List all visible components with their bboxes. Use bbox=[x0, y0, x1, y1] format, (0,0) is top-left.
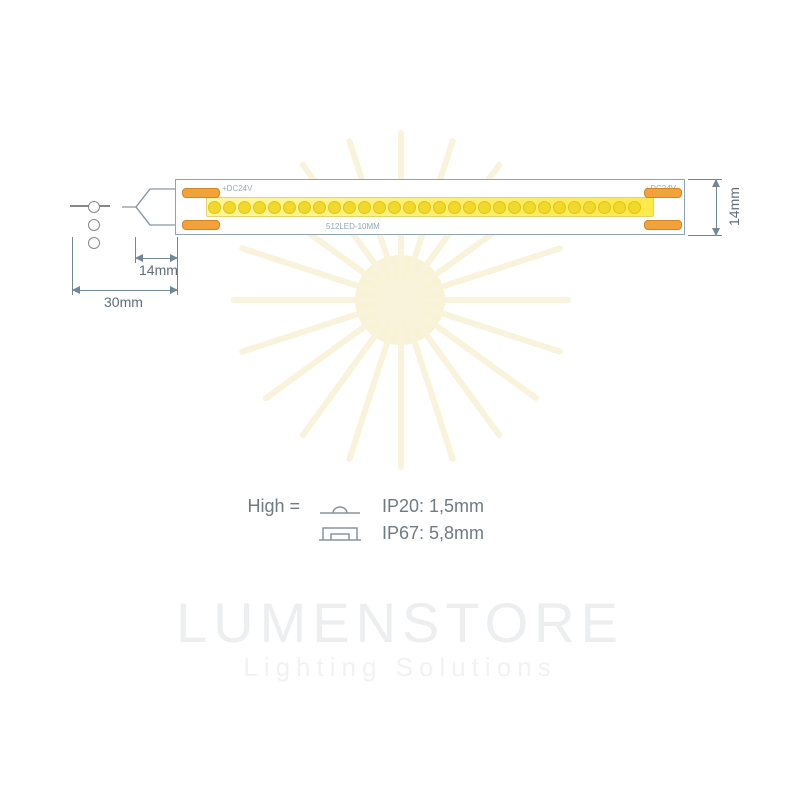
diagram-canvas: LUMENSTORE Lighting Solutions +DC24V +DC… bbox=[0, 0, 800, 800]
dim-14mm-connector-label: 14mm bbox=[139, 262, 178, 278]
watermark-brand: LUMENSTORE bbox=[0, 590, 800, 655]
cable-connector bbox=[122, 185, 182, 229]
led-band bbox=[206, 197, 654, 217]
height-spec-row: High = IP20: 1,5mm bbox=[230, 496, 484, 517]
watermark-tagline: Lighting Solutions bbox=[0, 652, 800, 683]
arrow-right-icon bbox=[170, 254, 178, 262]
sun-core bbox=[355, 255, 445, 345]
solder-pad bbox=[644, 220, 682, 230]
cable-beads bbox=[88, 200, 98, 254]
arrow-down-icon bbox=[712, 228, 720, 236]
solder-pad bbox=[182, 220, 220, 230]
model-label: 512LED-10MM bbox=[326, 222, 380, 231]
arrow-left-icon bbox=[135, 254, 143, 262]
solder-pad bbox=[182, 188, 220, 198]
height-spec-label: High = bbox=[230, 496, 310, 517]
profile-dome-icon bbox=[310, 498, 370, 516]
ip20-value: IP20: 1,5mm bbox=[370, 496, 484, 517]
arrow-up-icon bbox=[712, 179, 720, 187]
voltage-label-left: +DC24V bbox=[222, 184, 252, 193]
dim-30mm-line bbox=[72, 290, 178, 291]
strip-body: +DC24V +DC24V 512LED-10MM bbox=[175, 179, 685, 235]
profile-rect-icon bbox=[310, 524, 370, 544]
dim-30mm-label: 30mm bbox=[104, 294, 143, 310]
dim-14mm-height-label: 14mm bbox=[726, 187, 742, 226]
height-spec: High = IP20: 1,5mm IP67: 5,8mm bbox=[230, 490, 484, 550]
height-spec-row: IP67: 5,8mm bbox=[230, 523, 484, 544]
arrow-right-icon bbox=[170, 286, 178, 294]
ip67-value: IP67: 5,8mm bbox=[370, 523, 484, 544]
solder-pad bbox=[644, 188, 682, 198]
arrow-left-icon bbox=[72, 286, 80, 294]
